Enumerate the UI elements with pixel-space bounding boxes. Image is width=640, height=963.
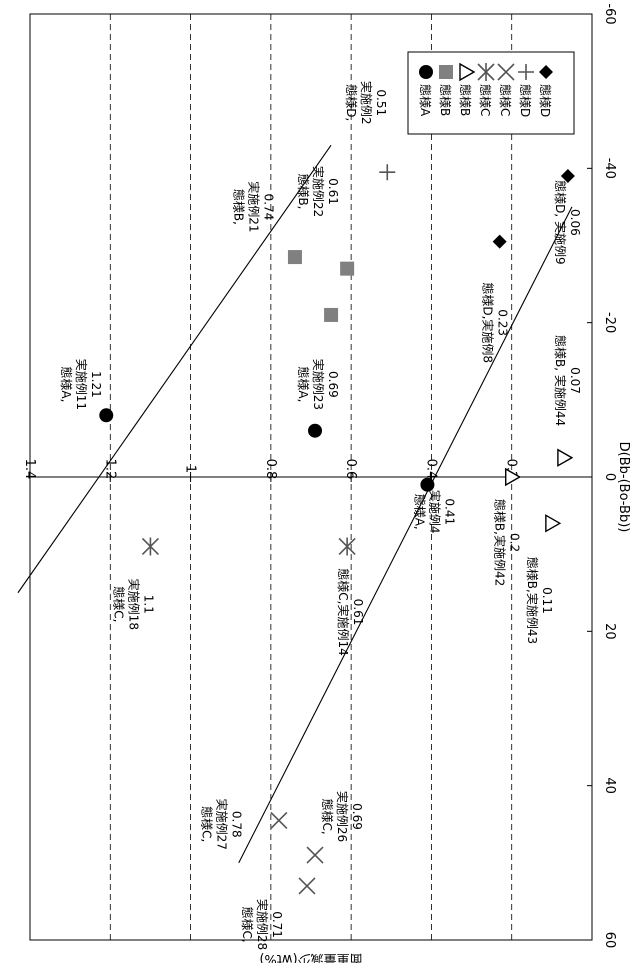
data-point-square <box>324 307 339 322</box>
point-annotation: 実施例28 <box>255 899 270 950</box>
data-point-plus <box>379 164 396 181</box>
x-tick-label: -20 <box>602 312 617 333</box>
legend-marker-square <box>439 65 453 79</box>
legend-marker-asterisk <box>477 63 495 81</box>
legend-marker-x <box>497 63 515 81</box>
trend-line <box>17 144 332 594</box>
point-annotation: 実施例23 <box>311 359 326 410</box>
legend-marker-triangle <box>459 62 476 82</box>
point-annotation: 態様B, <box>232 189 247 225</box>
legend-label: 態様D <box>518 84 533 117</box>
point-annotation: 態様A, <box>412 494 427 530</box>
x-tick-label: -40 <box>602 158 617 179</box>
data-point-circle <box>99 408 114 423</box>
legend-label: 態様D <box>538 84 553 117</box>
point-annotation: 態様A, <box>296 366 311 402</box>
data-point-diamond <box>492 234 507 249</box>
x-axis-title: D(Bb-(Bo-Bb)) <box>616 442 631 533</box>
legend-label: 態様C <box>498 84 513 116</box>
point-annotation: 1.21 <box>89 371 103 398</box>
legend-marker-diamond <box>539 65 553 79</box>
data-point-triangle <box>557 448 574 467</box>
point-annotation: 実施例22 <box>311 166 326 217</box>
point-annotation: 態様C, <box>320 798 335 834</box>
trend-line <box>238 206 573 864</box>
point-annotation: 1.1 <box>141 595 155 614</box>
point-annotation: 態様B, 実施例44 <box>553 335 568 426</box>
point-annotation: 態様C,実施例14 <box>336 568 351 655</box>
trend-lines <box>17 144 573 864</box>
y-tick-label: 0.6 <box>343 459 358 480</box>
point-annotation: 0.41 <box>442 498 456 525</box>
y-tick-label: 1.2 <box>102 459 117 480</box>
y-tick-label: 0.4 <box>423 459 438 480</box>
point-annotation: 0.23 <box>496 309 510 336</box>
point-annotation: 態様A, <box>59 366 74 402</box>
data-point-x <box>270 811 288 829</box>
point-annotation: 0.69 <box>350 803 364 830</box>
point-annotation: 0.69 <box>326 371 340 398</box>
legend-label: 態様C <box>478 84 493 116</box>
data-point-square <box>287 250 302 265</box>
data-point-asterisk <box>338 537 356 556</box>
point-annotation: 態様D,実施例8 <box>481 282 496 363</box>
data-point-x <box>306 846 324 864</box>
point-annotation: 態様B,実施例42 <box>493 499 508 586</box>
legend-marker-plus <box>518 64 534 80</box>
point-annotation: 0.2 <box>508 533 522 552</box>
data-point-x <box>298 877 316 895</box>
x-tick-label: 60 <box>602 932 617 949</box>
point-annotation: 態様D, <box>344 84 359 121</box>
x-tick-label: -60 <box>602 3 617 24</box>
data-point-square <box>340 261 355 276</box>
point-annotation: 実施例18 <box>126 579 141 630</box>
point-annotation: 0.74 <box>262 194 276 221</box>
legend-label: 態様B <box>438 84 453 116</box>
point-annotation: 態様B,実施例43 <box>525 557 540 644</box>
data-point-triangle <box>505 467 522 487</box>
point-annotation: 態様C, <box>200 806 215 842</box>
legend: 態様A 態様B 態様B 態様C 態様C 態様D 態様D <box>407 51 575 135</box>
data-point-circle <box>420 477 435 492</box>
legend-label: 態様A <box>418 84 433 117</box>
y-tick-label: 1.4 <box>22 459 37 480</box>
point-annotation: 0.61 <box>326 178 340 205</box>
point-annotation: 0.71 <box>270 911 284 938</box>
x-tick-label: 20 <box>602 623 617 640</box>
x-tick-label: 0 <box>602 473 617 481</box>
point-annotation: 0.11 <box>540 587 554 614</box>
y-tick-label: 0.8 <box>263 459 278 480</box>
data-points <box>99 164 575 895</box>
x-tick-label: 40 <box>602 777 617 794</box>
point-annotation: 実施例27 <box>215 799 230 850</box>
data-point-circle <box>308 423 323 438</box>
legend-marker-circle <box>419 65 433 79</box>
point-annotation: 態様C, <box>240 906 255 942</box>
legend-label: 態様B <box>458 84 473 116</box>
point-annotation: 実施例21 <box>247 181 262 232</box>
point-annotation: 態様C, <box>111 586 126 622</box>
point-annotation: 0.78 <box>230 811 244 838</box>
data-point-diamond <box>560 169 575 184</box>
point-annotation: 実施例4 <box>427 490 442 534</box>
point-annotation: 態様B, <box>296 173 311 209</box>
data-point-triangle <box>545 514 562 533</box>
data-point-asterisk <box>141 537 159 556</box>
y-tick-label: 1 <box>183 465 198 473</box>
point-annotation: 態様D, 実施例9 <box>553 180 568 265</box>
point-annotation: 実施例26 <box>335 791 350 842</box>
point-annotation: 0.51 <box>374 89 388 116</box>
point-annotation: 実施例11 <box>74 359 89 410</box>
point-annotation: 0.61 <box>351 599 365 626</box>
point-annotation: 0.07 <box>568 367 582 394</box>
point-annotation: 0.06 <box>568 209 582 236</box>
point-annotation: 実施例2 <box>359 81 374 125</box>
y-axis-title: 面重量減少(wt%) <box>259 951 362 963</box>
